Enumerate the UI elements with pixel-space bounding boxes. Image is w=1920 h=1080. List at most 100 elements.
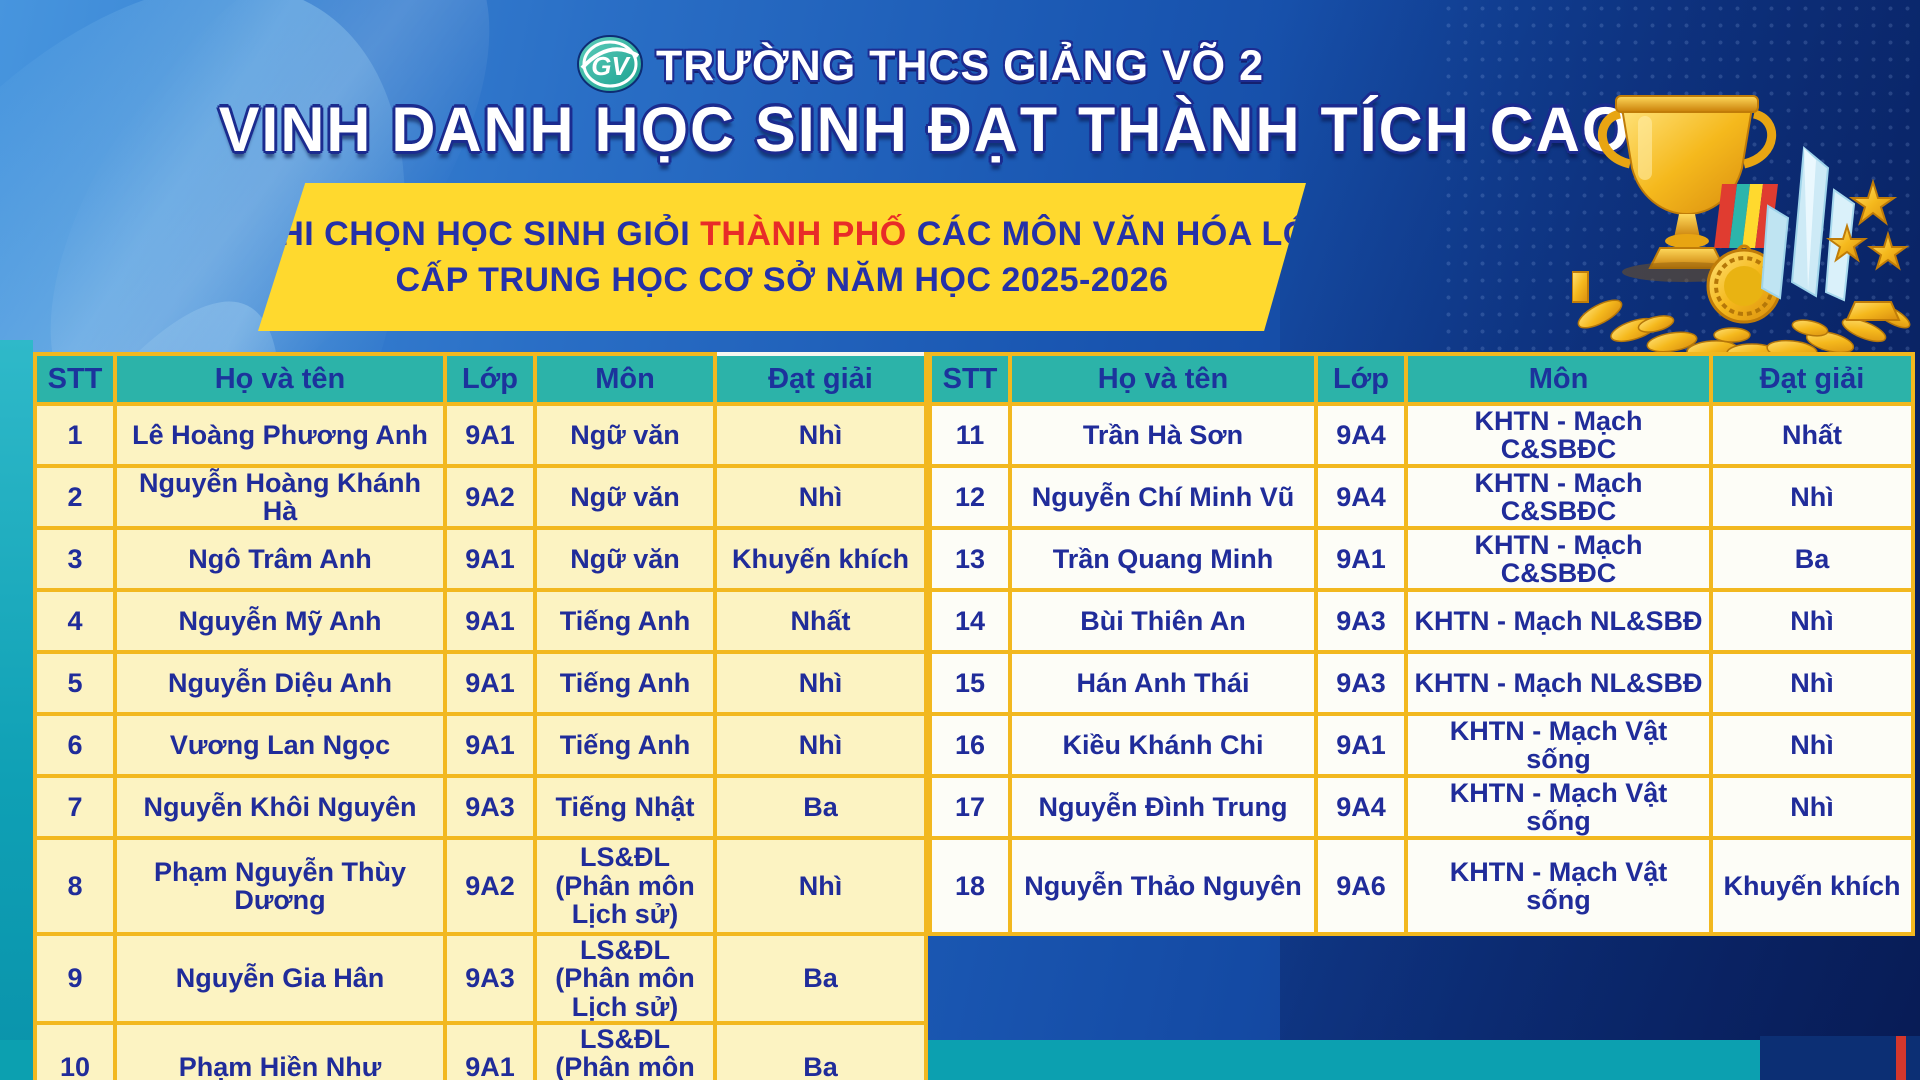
- table-cell: Ba: [713, 774, 928, 840]
- results-table-left: STT Họ và tên Lớp Môn Đạt giải 1 Lê Hoàng Phư…: [33, 352, 928, 1080]
- table-cell: 4: [33, 588, 117, 654]
- table-cell: Ba: [713, 1021, 928, 1080]
- table-cell: KHTN - Mạch C&SBĐC: [1404, 402, 1713, 468]
- table-cell: Nguyễn Gia Hân: [113, 931, 447, 1026]
- table-row: 15 Hán Anh Thái 9A3 KHTN - Mạch NL&SBĐ Nhì: [928, 650, 1915, 716]
- column-header: Đạt giải: [713, 352, 928, 406]
- table-cell: LS&ĐL (Phân môn Lịch sử): [533, 931, 717, 1026]
- table-cell: Nhất: [713, 588, 928, 654]
- table-cell: 14: [928, 588, 1012, 654]
- table-cell: 9A3: [443, 931, 537, 1026]
- table-cell: 9A3: [1314, 588, 1408, 654]
- table-cell: Tiếng Anh: [533, 712, 717, 778]
- table-cell: 12: [928, 464, 1012, 530]
- column-header: STT: [928, 352, 1012, 406]
- left-teal-strip: [0, 340, 33, 1080]
- table-row: 16 Kiều Khánh Chi 9A1 KHTN - Mạch Vật sống N…: [928, 712, 1915, 778]
- table-cell: 9: [33, 931, 117, 1026]
- subtitle-banner: KỲ THI CHỌN HỌC SINH GIỎI THÀNH PHỐ CÁC …: [258, 183, 1306, 331]
- table-cell: 8: [33, 836, 117, 936]
- table-cell: 9A1: [1314, 526, 1408, 592]
- table-cell: Vương Lan Ngọc: [113, 712, 447, 778]
- table-cell: 9A2: [443, 464, 537, 530]
- table-cell: Phạm Hiền Như: [113, 1021, 447, 1080]
- table-cell: Tiếng Anh: [533, 588, 717, 654]
- table-cell: Phạm Nguyễn Thùy Dương: [113, 836, 447, 936]
- table-cell: Nhì: [713, 402, 928, 468]
- table-cell: Nguyễn Khôi Nguyên: [113, 774, 447, 840]
- table-row: 6 Vương Lan Ngọc 9A1 Tiếng Anh Nhì: [33, 712, 928, 778]
- table-cell: 9A4: [1314, 402, 1408, 468]
- header-row: STT Họ và tên Lớp Môn Đạt giải: [33, 352, 928, 406]
- table-cell: 9A1: [443, 1021, 537, 1080]
- banner-text: KỲ THI CHỌN HỌC SINH GIỎI: [199, 214, 701, 253]
- table-cell: 2: [33, 464, 117, 530]
- table-row: 11 Trần Hà Sơn 9A4 KHTN - Mạch C&SBĐC Nhất: [928, 402, 1915, 468]
- column-header: Môn: [1404, 352, 1713, 406]
- table-row: 4 Nguyễn Mỹ Anh 9A1 Tiếng Anh Nhất: [33, 588, 928, 654]
- table-cell: 11: [928, 402, 1012, 468]
- table-cell: 1: [33, 402, 117, 468]
- table-row: 12 Nguyễn Chí Minh Vũ 9A4 KHTN - Mạch C&SBĐ…: [928, 464, 1915, 530]
- table-cell: 9A4: [1314, 464, 1408, 530]
- table-cell: KHTN - Mạch C&SBĐC: [1404, 526, 1713, 592]
- table-cell: Kiều Khánh Chi: [1008, 712, 1318, 778]
- table-cell: KHTN - Mạch Vật sống: [1404, 836, 1713, 936]
- table-cell: Ba: [713, 931, 928, 1026]
- table-cell: Nhì: [713, 464, 928, 530]
- table-cell: Nhì: [1709, 464, 1915, 530]
- table-row: 14 Bùi Thiên An 9A3 KHTN - Mạch NL&SBĐ Nhì: [928, 588, 1915, 654]
- banner-line-1: KỲ THI CHỌN HỌC SINH GIỎI THÀNH PHỐ CÁC …: [199, 214, 1306, 254]
- table-cell: KHTN - Mạch NL&SBĐ: [1404, 650, 1713, 716]
- table-cell: Tiếng Anh: [533, 650, 717, 716]
- column-header: Môn: [533, 352, 717, 406]
- table-cell: 13: [928, 526, 1012, 592]
- column-header: STT: [33, 352, 117, 406]
- table-cell: KHTN - Mạch NL&SBĐ: [1404, 588, 1713, 654]
- table-cell: 17: [928, 774, 1012, 840]
- table-cell: 9A3: [443, 774, 537, 840]
- table-cell: Trần Quang Minh: [1008, 526, 1318, 592]
- table-cell: Nhì: [713, 712, 928, 778]
- table-cell: KHTN - Mạch Vật sống: [1404, 712, 1713, 778]
- trophy-awards-icon: [1571, 86, 1916, 370]
- table-cell: Ngữ văn: [533, 402, 717, 468]
- table-cell: Ba: [1709, 526, 1915, 592]
- column-header: Lớp: [443, 352, 537, 406]
- column-header: Đạt giải: [1709, 352, 1915, 406]
- table-cell: Lê Hoàng Phương Anh: [113, 402, 447, 468]
- school-name: TRƯỜNG THCS GIẢNG VÕ 2: [655, 42, 1264, 90]
- banner-highlight: THÀNH PHỐ: [700, 214, 907, 253]
- logo-text: GV: [591, 51, 631, 81]
- results-table-right: STT Họ và tên Lớp Môn Đạt giải 11 Trần Hà Sơn…: [928, 352, 1915, 936]
- table-cell: 9A6: [1314, 836, 1408, 936]
- table-cell: LS&ĐL (Phân môn Địa lý): [533, 1021, 717, 1080]
- table-row: 1 Lê Hoàng Phương Anh 9A1 Ngữ văn Nhì: [33, 402, 928, 468]
- table-cell: LS&ĐL (Phân môn Lịch sử): [533, 836, 717, 936]
- school-logo-icon: GV: [576, 34, 644, 99]
- table-cell: Nhì: [1709, 650, 1915, 716]
- table-cell: 16: [928, 712, 1012, 778]
- table-cell: Khuyến khích: [713, 526, 928, 592]
- table-cell: 9A1: [443, 402, 537, 468]
- table-cell: 9A2: [443, 836, 537, 936]
- table-row: 8 Phạm Nguyễn Thùy Dương 9A2 LS&ĐL (Phân mô…: [33, 836, 928, 936]
- table-cell: Ngô Trâm Anh: [113, 526, 447, 592]
- table-cell: Tiếng Nhật: [533, 774, 717, 840]
- table-cell: Ngữ văn: [533, 526, 717, 592]
- column-header: Họ và tên: [113, 352, 447, 406]
- table-cell: 7: [33, 774, 117, 840]
- table-cell: Khuyến khích: [1709, 836, 1915, 936]
- table-cell: KHTN - Mạch Vật sống: [1404, 774, 1713, 840]
- table-row: 18 Nguyễn Thảo Nguyên 9A6 KHTN - Mạch Vật s…: [928, 836, 1915, 936]
- table-cell: 9A1: [443, 526, 537, 592]
- table-cell: Hán Anh Thái: [1008, 650, 1318, 716]
- table-row: 17 Nguyễn Đình Trung 9A4 KHTN - Mạch Vật số…: [928, 774, 1915, 840]
- table-cell: 5: [33, 650, 117, 716]
- table-row: 2 Nguyễn Hoàng Khánh Hà 9A2 Ngữ văn Nhì: [33, 464, 928, 530]
- header-row: STT Họ và tên Lớp Môn Đạt giải: [928, 352, 1915, 406]
- table-cell: Ngữ văn: [533, 464, 717, 530]
- table-cell: 6: [33, 712, 117, 778]
